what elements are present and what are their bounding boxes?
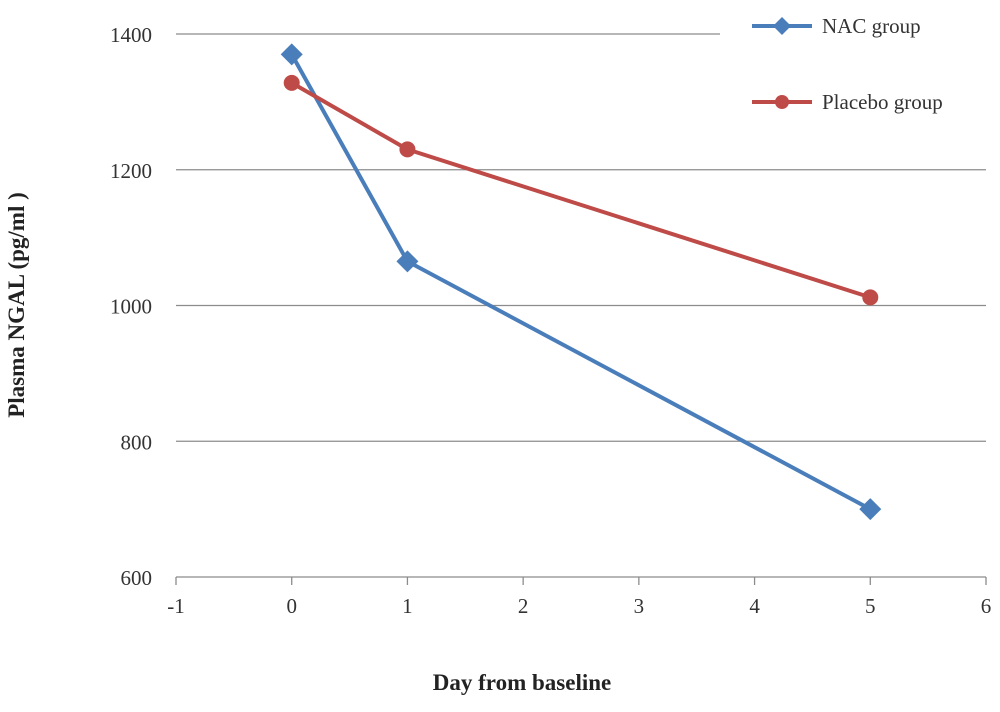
- y-tick-labels: 600 800 1000 1200 1400: [110, 23, 152, 590]
- legend: NAC group Placebo group: [752, 14, 943, 114]
- x-tick-label: 4: [749, 594, 760, 618]
- data-point-diamond: [773, 17, 791, 35]
- axes: [175, 576, 987, 585]
- legend-label: Placebo group: [822, 90, 943, 114]
- data-point-circle: [283, 74, 300, 91]
- y-tick-label: 1000: [110, 295, 152, 319]
- y-tick-label: 1200: [110, 159, 152, 183]
- x-tick-label: 3: [634, 594, 645, 618]
- data-point-circle: [862, 289, 879, 306]
- grid-lines: [176, 33, 986, 442]
- y-tick-label: 600: [121, 566, 153, 590]
- data-point-diamond: [859, 498, 882, 521]
- x-axis-title: Day from baseline: [433, 670, 611, 695]
- data-point-diamond: [396, 250, 419, 273]
- x-tick-label: 2: [518, 594, 529, 618]
- x-tick-labels: -1 0 1 2 3 4 5 6: [167, 594, 991, 618]
- y-tick-label: 800: [121, 430, 153, 454]
- series-line: [290, 81, 871, 300]
- x-tick-label: 5: [865, 594, 876, 618]
- data-point-circle: [775, 95, 789, 109]
- data-point-circle: [399, 141, 416, 158]
- x-tick-label: 0: [286, 594, 297, 618]
- data-point-diamond: [280, 43, 303, 66]
- x-tick-label: -1: [167, 594, 185, 618]
- y-axis-title: Plasma NGAL (pg/ml ): [4, 192, 29, 418]
- x-tick-label: 1: [402, 594, 413, 618]
- legend-label: NAC group: [822, 14, 921, 38]
- y-tick-label: 1400: [110, 23, 152, 47]
- series-group: [280, 43, 882, 521]
- x-tick-label: 6: [981, 594, 992, 618]
